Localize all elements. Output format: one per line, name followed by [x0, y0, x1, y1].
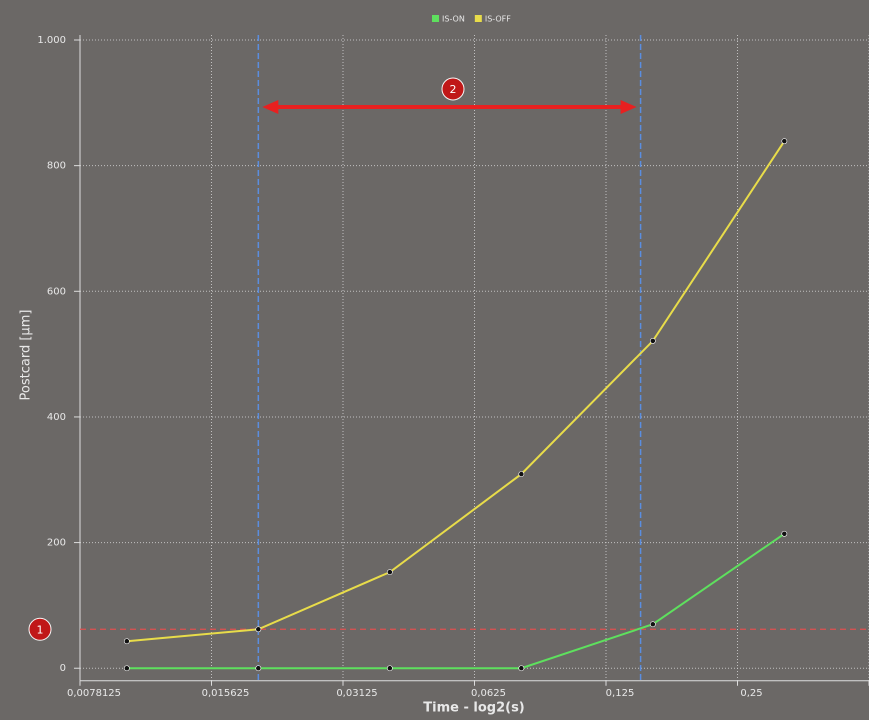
y-tick-label: 800 — [47, 161, 66, 172]
y-tick-label: 400 — [47, 412, 66, 423]
x-tick-label: 0,015625 — [202, 688, 250, 699]
annotation-number: 2 — [450, 83, 457, 96]
x-axis-title: Time - log2(s) — [423, 701, 525, 716]
data-point — [518, 665, 525, 672]
annotation-badge — [28, 617, 52, 641]
annotation-badge — [441, 77, 465, 101]
legend-label: IS-ON — [442, 15, 465, 24]
x-tick-label: 0,03125 — [336, 688, 377, 699]
y-tick-label: 0 — [60, 663, 66, 674]
data-point — [649, 338, 656, 344]
y-axis-title: Postcard [µm] — [19, 310, 34, 401]
legend-swatch — [432, 15, 439, 22]
data-point — [123, 638, 130, 645]
data-point — [255, 626, 262, 633]
legend-swatch — [474, 15, 482, 22]
x-tick-label: 0,0078125 — [67, 688, 121, 699]
x-tick-label: 0,125 — [606, 688, 635, 699]
series-line — [126, 140, 786, 643]
data-point — [386, 665, 393, 672]
data-point — [386, 569, 393, 576]
data-point — [781, 530, 788, 537]
data-point — [123, 665, 130, 672]
data-point — [781, 138, 788, 145]
x-tick-label: 0,25 — [740, 688, 762, 699]
annotation-arrowhead — [620, 100, 637, 114]
y-tick-label: 1.000 — [37, 35, 66, 46]
x-tick-label: 0,0625 — [471, 688, 506, 699]
data-point — [255, 665, 262, 672]
data-point — [518, 471, 525, 478]
legend-label: IS-OFF — [485, 15, 511, 24]
series-line — [126, 532, 785, 670]
y-tick-label: 600 — [47, 286, 66, 297]
annotation-number: 1 — [37, 623, 44, 636]
annotation-arrowhead — [262, 100, 279, 114]
y-tick-label: 200 — [47, 538, 66, 549]
data-point — [649, 621, 656, 628]
